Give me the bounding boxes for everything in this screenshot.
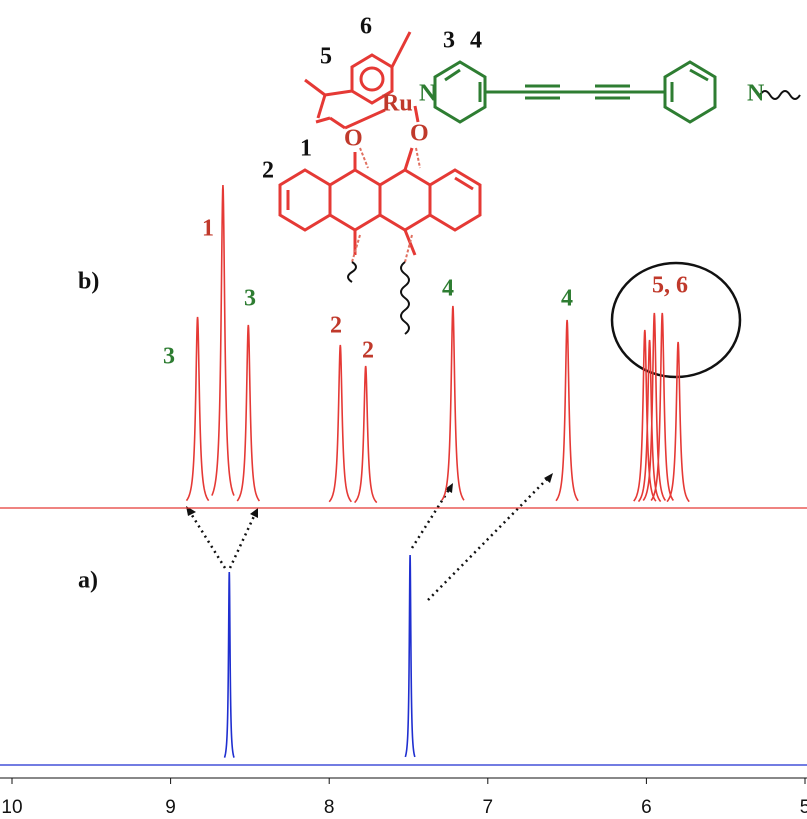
atom-label: 1 (300, 136, 312, 162)
atom-label: 3 (443, 28, 455, 54)
peak-label: 1 (202, 216, 214, 242)
annotations: b) a) 3 1 3 2 2 4 4 5, 6 (78, 216, 688, 594)
plot: 10 9 8 7 6 5 (0, 184, 807, 818)
x-tick-label: 10 (1, 797, 22, 818)
peak (650, 312, 674, 501)
linker (433, 60, 717, 124)
peak-label: 2 (330, 313, 342, 339)
peak (637, 339, 662, 503)
x-tick-label: 6 (641, 797, 652, 818)
peak-label: 3 (244, 286, 256, 312)
peak (236, 324, 261, 502)
squiggle (759, 90, 801, 100)
x-tick-label: 9 (165, 797, 176, 818)
atom-label: O (410, 121, 429, 147)
atom-label: N (419, 81, 437, 107)
x-tick-label: 8 (324, 797, 335, 818)
atom-label: 4 (470, 28, 482, 54)
atom-label: N (747, 81, 765, 107)
spectrum-label: b) (78, 269, 99, 295)
atom-label: Ru (382, 91, 413, 117)
shift-arrows (188, 477, 549, 601)
peak-label: 4 (442, 276, 454, 302)
peak (185, 316, 210, 502)
structure-labels: 6 5 3 4 Ru N N O O 1 2 (262, 14, 765, 184)
peak (354, 365, 378, 504)
squiggle (347, 261, 410, 335)
highlight-circle (610, 261, 742, 379)
peak-label: 5, 6 (652, 273, 688, 299)
spectrum-label: a) (78, 568, 98, 594)
structure (278, 31, 801, 335)
peak (633, 329, 657, 502)
atom-label: 5 (320, 44, 332, 70)
peak-label: 4 (561, 286, 573, 312)
peak (211, 184, 235, 496)
peak (328, 344, 353, 503)
peak-label: 2 (362, 338, 374, 364)
acene (278, 31, 482, 256)
atom-label: 2 (262, 158, 274, 184)
peak (642, 312, 667, 501)
peak (223, 571, 235, 758)
dative-bonds (351, 147, 421, 263)
x-tick-label: 5 (800, 797, 807, 818)
x-tick-label: 7 (483, 797, 494, 818)
peak-label: 3 (163, 344, 175, 370)
atom-label: O (344, 126, 363, 152)
peak (404, 554, 416, 758)
peak (666, 341, 690, 503)
peak (441, 305, 465, 501)
atom-label: 6 (360, 14, 372, 40)
peak (555, 319, 579, 502)
